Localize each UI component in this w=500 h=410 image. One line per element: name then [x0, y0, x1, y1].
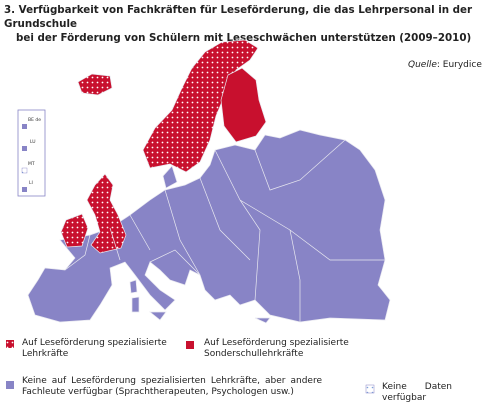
- inset-label: BE de: [28, 117, 41, 123]
- source: Quelle: Eurydice: [408, 60, 482, 70]
- legend-swatch: [186, 341, 194, 349]
- inset-swatch: [21, 167, 28, 174]
- finland: [220, 67, 267, 143]
- inset-label: MT: [28, 161, 35, 167]
- island: [129, 279, 271, 324]
- border: [64, 139, 385, 322]
- inset-label: LI: [29, 180, 33, 186]
- title-line: 3. Verfügbarkeit von Fachkräften für Les…: [4, 4, 473, 30]
- inset-swatch: [22, 187, 27, 192]
- legend-text: Keine Daten verfügbar: [382, 382, 452, 403]
- legend-swatch: [365, 384, 375, 394]
- source-label: Quelle: [408, 60, 437, 70]
- great-britain: [86, 173, 127, 254]
- legend-text: Auf Leseförderung spezialisierte Sonders…: [204, 338, 349, 359]
- legend-swatch: [6, 381, 14, 389]
- ireland: [60, 213, 89, 248]
- inset-swatch: [22, 124, 27, 129]
- denmark: [162, 165, 178, 189]
- legend-swatch: [6, 340, 14, 348]
- source-text: : Eurydice: [436, 60, 482, 70]
- inset: BE de LU MT LI: [17, 109, 46, 197]
- continent: [27, 129, 391, 323]
- title-line: bei der Förderung von Schülern mit Leses…: [16, 32, 472, 44]
- title: 3. Verfügbarkeit von Fachkräften für Les…: [4, 3, 500, 45]
- inset-swatch: [22, 146, 27, 151]
- iceland: [77, 73, 113, 96]
- scandinavia: [142, 39, 259, 173]
- legend-text: Keine auf Leseförderung spezialisierten …: [22, 376, 322, 397]
- inset-label: LU: [30, 139, 36, 145]
- legend-text: Auf Leseförderung spezialisierte Lehrkrä…: [22, 338, 167, 359]
